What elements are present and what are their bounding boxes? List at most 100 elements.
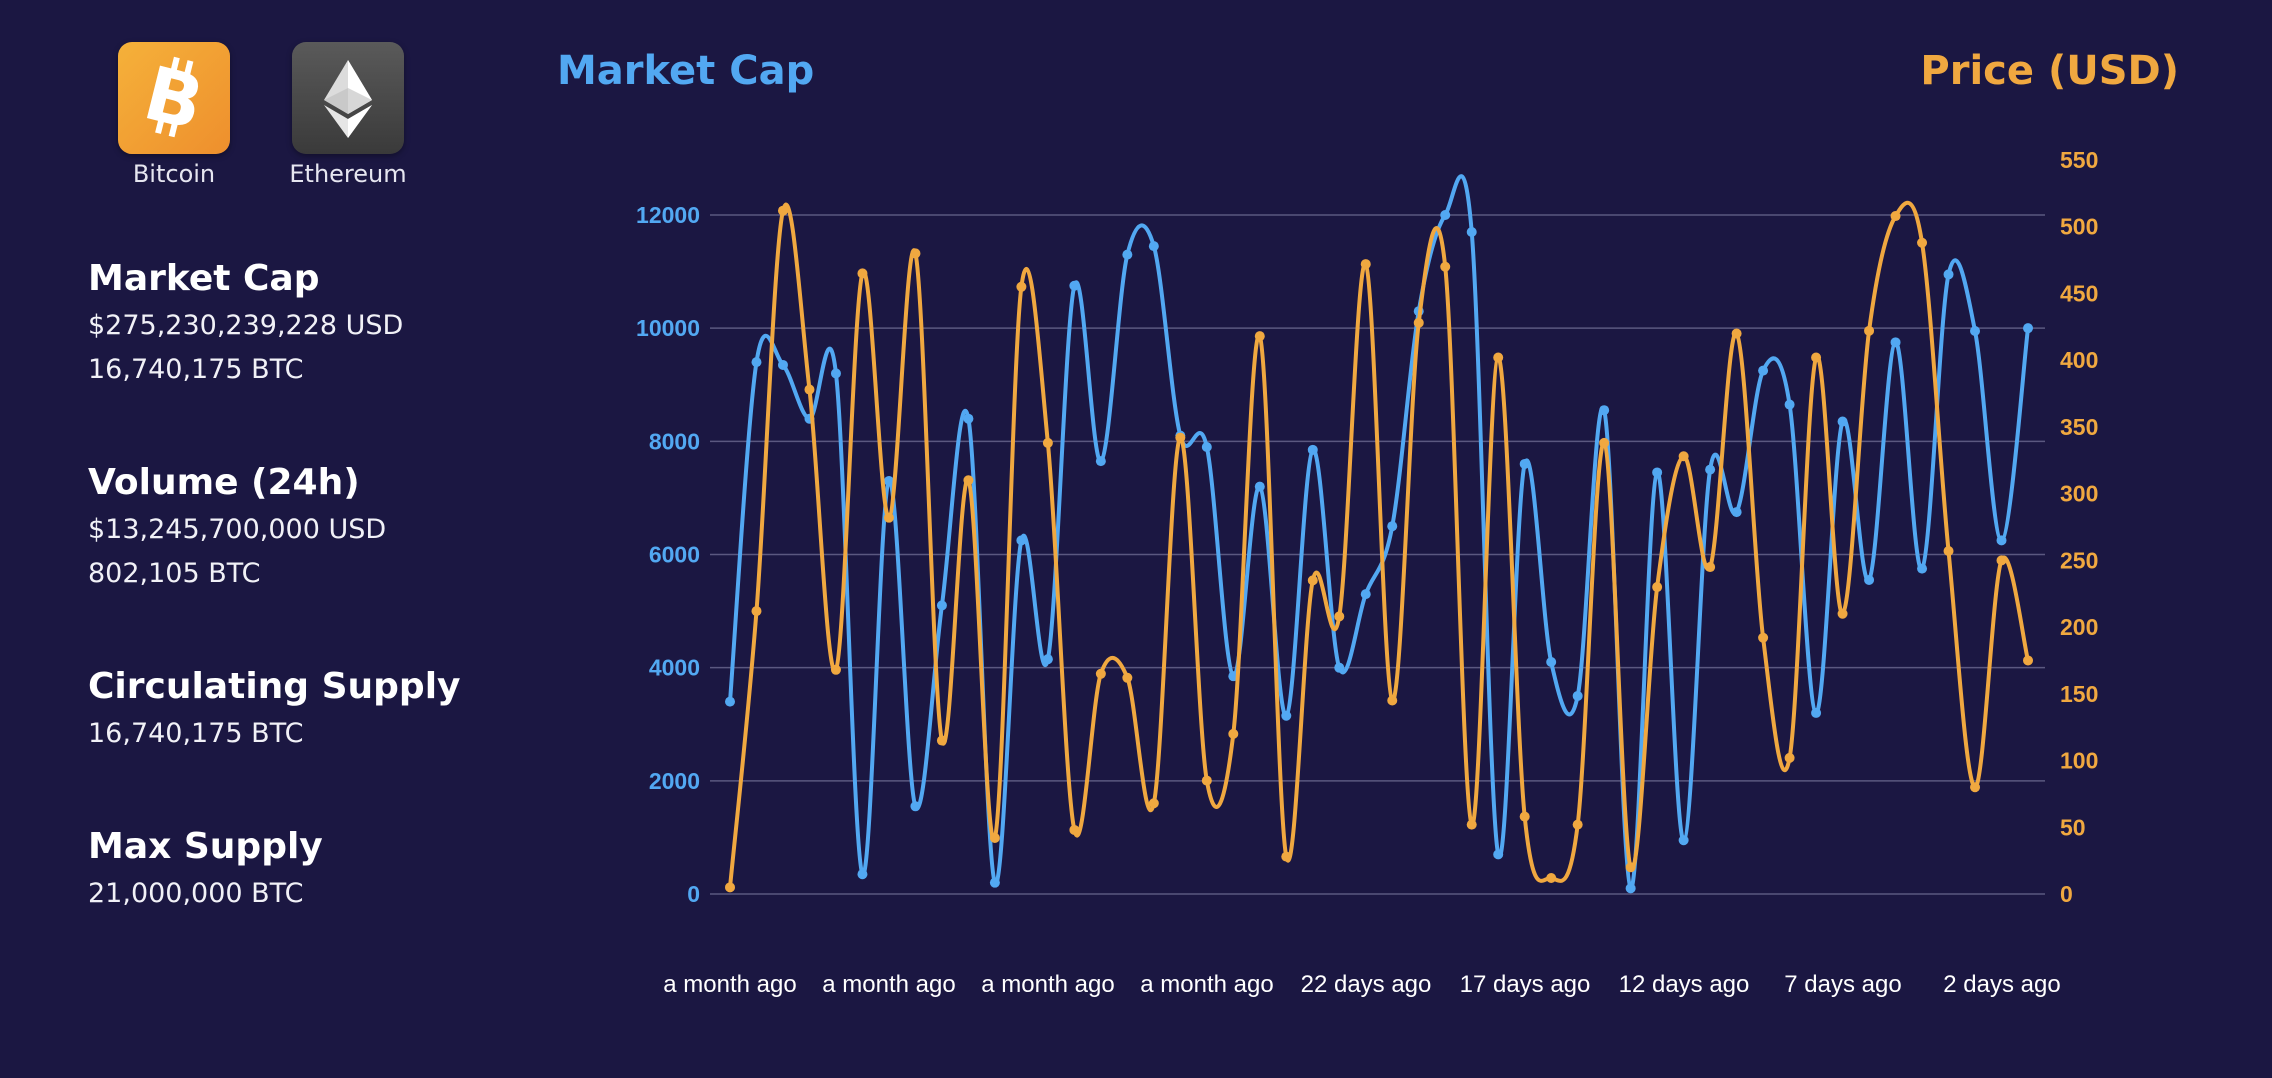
price-point[interactable]	[751, 606, 762, 617]
market-cap-point[interactable]	[1784, 399, 1795, 410]
market-cap-point[interactable]	[1360, 589, 1371, 600]
price-point[interactable]	[1254, 331, 1265, 342]
coin-ethereum[interactable]: Ethereum	[289, 42, 407, 188]
bitcoin-tile[interactable]: B	[118, 42, 230, 154]
market-cap-point[interactable]	[1705, 464, 1716, 475]
price-point[interactable]	[1466, 819, 1477, 830]
price-point[interactable]	[1652, 582, 1663, 593]
price-point[interactable]	[1864, 325, 1875, 336]
market-cap-point[interactable]	[1811, 707, 1822, 718]
price-point[interactable]	[857, 268, 868, 279]
price-point[interactable]	[1148, 798, 1159, 809]
market-cap-point[interactable]	[1201, 441, 1212, 452]
market-cap-point[interactable]	[963, 413, 974, 424]
market-cap-point[interactable]	[1307, 444, 1318, 455]
ethereum-tile[interactable]	[292, 42, 404, 154]
market-cap-point[interactable]	[1731, 507, 1742, 518]
market-cap-point[interactable]	[857, 869, 868, 880]
market-cap-point[interactable]	[1599, 405, 1610, 416]
market-cap-point[interactable]	[1095, 456, 1106, 467]
market-cap-point[interactable]	[1652, 467, 1663, 478]
price-point[interactable]	[1705, 562, 1716, 573]
price-point[interactable]	[1201, 775, 1212, 786]
market-cap-point[interactable]	[1334, 662, 1345, 673]
price-point[interactable]	[1016, 281, 1027, 292]
market-cap-point[interactable]	[777, 359, 788, 370]
price-point[interactable]	[1599, 437, 1610, 448]
price-point[interactable]	[1307, 575, 1318, 586]
price-point[interactable]	[1784, 752, 1795, 763]
market-cap-point[interactable]	[1678, 835, 1689, 846]
market-cap-point[interactable]	[936, 600, 947, 611]
market-cap-point[interactable]	[1519, 458, 1530, 469]
market-cap-point[interactable]	[1864, 574, 1875, 585]
price-point[interactable]	[1175, 432, 1186, 443]
coin-bitcoin[interactable]: B Bitcoin	[118, 42, 230, 188]
price-point[interactable]	[1996, 555, 2007, 566]
price-point[interactable]	[1758, 632, 1769, 643]
market-cap-point[interactable]	[1917, 563, 1928, 574]
price-point[interactable]	[1069, 824, 1080, 835]
market-cap-point[interactable]	[1546, 657, 1557, 668]
market-cap-point[interactable]	[1943, 269, 1954, 280]
market-cap-point[interactable]	[1016, 535, 1027, 546]
market-cap-point[interactable]	[1042, 654, 1053, 665]
price-point[interactable]	[910, 248, 921, 259]
price-point[interactable]	[804, 384, 815, 395]
price-point[interactable]	[1731, 328, 1742, 339]
market-cap-point[interactable]	[1758, 365, 1769, 376]
price-point[interactable]	[1228, 728, 1239, 739]
market-cap-point[interactable]	[989, 877, 1000, 888]
market-cap-point[interactable]	[1466, 226, 1477, 237]
market-cap-point[interactable]	[2023, 323, 2033, 334]
market-cap-point[interactable]	[725, 696, 735, 707]
price-point[interactable]	[1281, 851, 1292, 862]
price-point[interactable]	[1493, 352, 1504, 363]
market-cap-point[interactable]	[1254, 481, 1265, 492]
price-point[interactable]	[1413, 317, 1424, 328]
price-point[interactable]	[989, 832, 1000, 843]
price-point[interactable]	[1890, 211, 1901, 222]
market-cap-point[interactable]	[1281, 710, 1292, 721]
market-cap-point[interactable]	[1440, 210, 1451, 220]
price-point[interactable]	[1625, 862, 1636, 873]
market-cap-point[interactable]	[1387, 521, 1398, 532]
market-cap-point[interactable]	[1148, 241, 1159, 252]
price-point[interactable]	[1095, 668, 1106, 679]
market-cap-point[interactable]	[1890, 337, 1901, 348]
market-cap-point[interactable]	[830, 368, 841, 379]
market-cap-point[interactable]	[1996, 535, 2007, 546]
price-point[interactable]	[1811, 352, 1822, 363]
price-point[interactable]	[1387, 695, 1398, 706]
market-cap-point[interactable]	[883, 475, 894, 486]
price-point[interactable]	[1440, 261, 1451, 272]
price-point[interactable]	[936, 735, 947, 746]
market-cap-point[interactable]	[910, 801, 921, 812]
price-point[interactable]	[2023, 655, 2033, 666]
price-point[interactable]	[1519, 811, 1530, 822]
market-cap-point[interactable]	[1493, 849, 1504, 860]
price-point[interactable]	[1546, 872, 1557, 883]
price-point[interactable]	[830, 664, 841, 675]
price-point[interactable]	[777, 205, 788, 216]
price-point[interactable]	[1837, 608, 1848, 619]
market-cap-point[interactable]	[1625, 883, 1636, 894]
price-point[interactable]	[1360, 259, 1371, 270]
price-point[interactable]	[963, 475, 974, 486]
price-point[interactable]	[725, 882, 735, 893]
price-point[interactable]	[1970, 782, 1981, 793]
price-point[interactable]	[1917, 237, 1928, 248]
price-point[interactable]	[1678, 451, 1689, 462]
market-cap-point[interactable]	[1837, 416, 1848, 427]
market-cap-point[interactable]	[1970, 325, 1981, 336]
price-point[interactable]	[1334, 611, 1345, 622]
price-point[interactable]	[1122, 672, 1133, 683]
price-point[interactable]	[883, 512, 894, 523]
price-point[interactable]	[1572, 819, 1583, 830]
market-cap-point[interactable]	[1572, 690, 1583, 701]
price-point[interactable]	[1943, 546, 1954, 557]
price-point[interactable]	[1042, 437, 1053, 448]
market-cap-point[interactable]	[751, 357, 762, 368]
market-cap-point[interactable]	[1122, 249, 1133, 260]
market-cap-point[interactable]	[1069, 280, 1080, 291]
